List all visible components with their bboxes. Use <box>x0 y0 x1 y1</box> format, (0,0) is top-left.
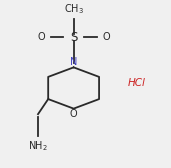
Text: O: O <box>37 32 45 42</box>
Text: O: O <box>102 32 110 42</box>
Text: CH$_3$: CH$_3$ <box>64 2 84 16</box>
Text: O: O <box>70 109 77 119</box>
Text: HCl: HCl <box>127 78 145 88</box>
Text: NH$_2$: NH$_2$ <box>28 140 48 153</box>
Text: S: S <box>70 31 77 44</box>
Text: N: N <box>70 57 77 67</box>
